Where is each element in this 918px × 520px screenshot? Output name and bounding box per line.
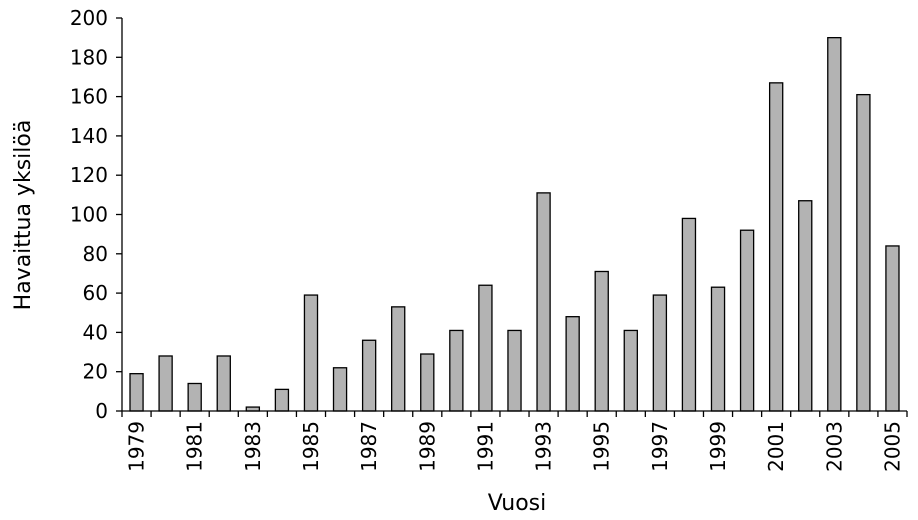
x-tick-label-2005: 2005: [880, 421, 904, 472]
bar-2001: [768, 82, 784, 412]
y-tick-label-200: 200: [70, 6, 108, 30]
bar-1985: [303, 294, 319, 412]
bar-1996: [623, 329, 638, 412]
bar-1989: [420, 353, 435, 412]
y-axis-title: Havaittua yksilöä: [11, 120, 36, 311]
x-tick-label-2001: 2001: [764, 421, 788, 472]
y-tick-label-140: 140: [70, 124, 108, 148]
bar-1999: [710, 286, 726, 412]
x-tick-label-1985: 1985: [299, 421, 323, 472]
plot-area: 0 20 40 60 80 100 120 140 160 180 200 1979 1981 1983 1…: [70, 6, 908, 472]
y-tick-label-100: 100: [70, 203, 108, 227]
y-tick-label-80: 80: [83, 242, 108, 266]
x-tick-label-1997: 1997: [648, 421, 672, 472]
x-tick-label-2003: 2003: [822, 421, 846, 472]
x-axis-title: Vuosi: [488, 491, 547, 516]
bar-1980: [158, 355, 173, 412]
bar-1988: [391, 306, 406, 412]
x-tick-label-1989: 1989: [415, 421, 439, 472]
bar-2004: [856, 93, 871, 412]
y-tick-label-180: 180: [70, 45, 108, 69]
y-tick-label-60: 60: [83, 281, 108, 305]
bar-1990: [449, 329, 464, 412]
x-tick-label-1981: 1981: [183, 421, 207, 472]
x-tick-label-1983: 1983: [241, 421, 265, 472]
x-tick-label-1991: 1991: [473, 421, 497, 472]
y-tick-label-160: 160: [70, 85, 108, 109]
bar-2000: [739, 229, 755, 412]
bar-1992: [507, 329, 522, 412]
x-tick-label-1999: 1999: [706, 421, 730, 472]
bar-1993: [536, 192, 551, 412]
bar-1986: [332, 367, 348, 412]
bar-2005: [885, 245, 900, 412]
bar-2002: [798, 200, 813, 412]
x-tick-label-1979: 1979: [125, 421, 149, 472]
bar-1998: [681, 217, 697, 412]
bar-1997: [652, 294, 668, 412]
bar-1987: [361, 339, 377, 412]
x-tick-label-1993: 1993: [532, 421, 556, 472]
bar-2003: [827, 37, 842, 412]
bar-1994: [565, 316, 580, 412]
x-tick-label-1987: 1987: [357, 421, 381, 472]
x-tick-label-1995: 1995: [590, 421, 614, 472]
bar-1995: [594, 270, 609, 412]
bar-1981: [187, 382, 202, 412]
y-tick-label-20: 20: [83, 360, 108, 384]
bar-1982: [216, 355, 231, 412]
y-tick-label-0: 0: [95, 399, 108, 423]
bar-1991: [478, 284, 493, 412]
bar-1984: [274, 388, 290, 412]
bar-1979: [129, 373, 144, 412]
y-tick-label-40: 40: [83, 320, 108, 344]
y-tick-label-120: 120: [70, 163, 108, 187]
